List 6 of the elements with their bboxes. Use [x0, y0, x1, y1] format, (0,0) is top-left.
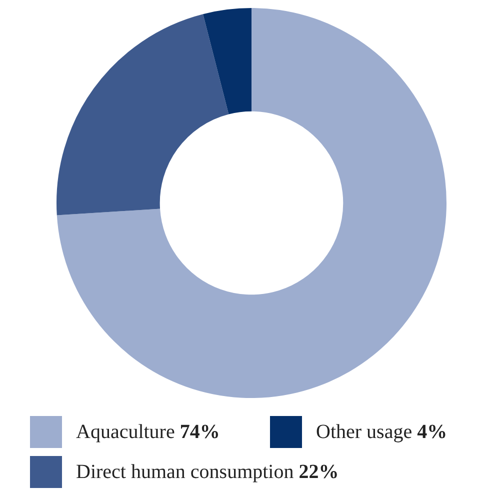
data-label: 4% — [417, 420, 448, 444]
data-label: 22% — [298, 460, 339, 484]
legend-label: Other usage — [316, 420, 412, 444]
legend-label: Aquaculture — [76, 420, 175, 444]
legend-label: Direct human consumption — [76, 460, 294, 484]
data-label: 74% — [180, 420, 220, 444]
